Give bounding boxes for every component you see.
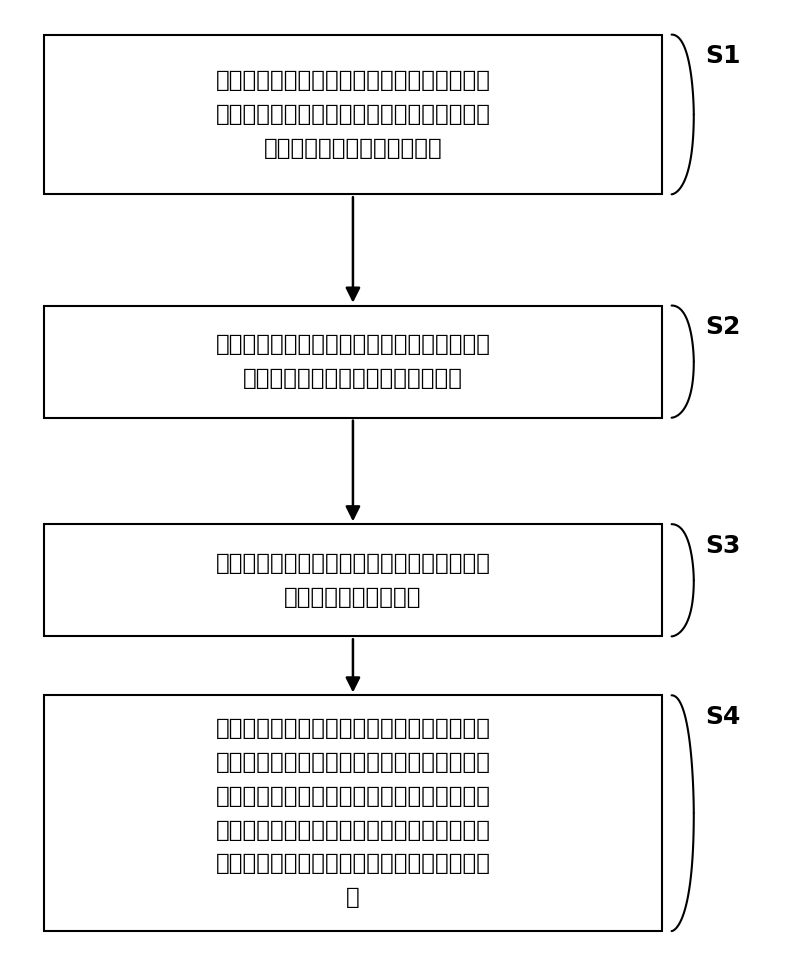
Bar [44, 695, 662, 931]
Text: S4: S4 [706, 705, 741, 729]
Bar [44, 306, 662, 418]
Text: 接收待分类的故障日志，并根据预设的语料库
中的包含最多词汇的短语确定所述待分类的故
障日志对应的若干个分割位置: 接收待分类的故障日志，并根据预设的语料库 中的包含最多词汇的短语确定所述待分类的… [215, 69, 490, 160]
Text: S1: S1 [706, 44, 741, 68]
Text: S2: S2 [706, 316, 741, 339]
Text: 利用若干个已分类的故障日志根据权重筛选出
的若干个词组和待分类的故障日志根据权重筛
选出的若干个词组计算所述待分类的故障日志
与每一个已分类的故障日志之间的相似: 利用若干个已分类的故障日志根据权重筛选出 的若干个词组和待分类的故障日志根据权重… [215, 717, 490, 909]
Text: 根据所述语料库确定每一个词组的权重并根据
权重筛选出若干个词组: 根据所述语料库确定每一个词组的权重并根据 权重筛选出若干个词组 [215, 551, 490, 609]
Text: S3: S3 [706, 534, 741, 558]
Text: 根据对应的所述若干个分割位置对所述待分类
的故障日志进行分割以得到多个词组: 根据对应的所述若干个分割位置对所述待分类 的故障日志进行分割以得到多个词组 [215, 333, 490, 390]
Bar [44, 35, 662, 195]
Bar [44, 525, 662, 637]
